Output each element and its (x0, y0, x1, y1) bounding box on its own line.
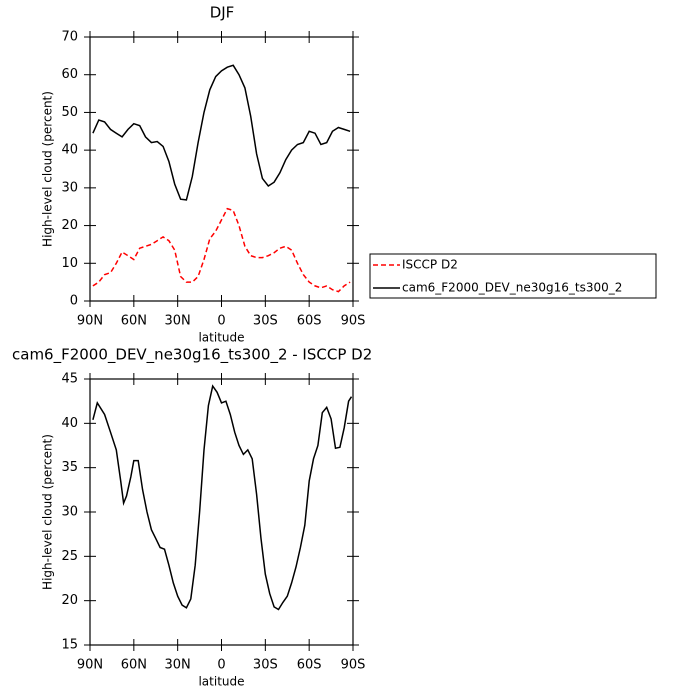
x-tick-label: 60N (121, 314, 147, 329)
y-tick-label: 0 (70, 294, 78, 309)
y-tick-label: 50 (61, 105, 78, 120)
data-line (92, 64, 351, 201)
legend-label: ISCCP D2 (402, 258, 458, 272)
legend-label: cam6_F2000_DEV_ne30g16_ts300_2 (402, 281, 622, 295)
x-tick-label: 60S (297, 314, 322, 329)
y-tick-label: 70 (61, 30, 78, 45)
x-tick-label: 90S (341, 658, 366, 673)
y-tick-label: 20 (61, 593, 78, 608)
x-tick-label: 90N (77, 658, 103, 673)
x-tick-label: 0 (217, 658, 225, 673)
x-axis-label: latitude (198, 675, 244, 689)
y-axis-label: High-level cloud (percent) (41, 91, 55, 247)
x-tick-label: 90S (341, 314, 366, 329)
y-tick-label: 30 (61, 505, 78, 520)
chart-title: DJF (210, 4, 235, 22)
x-tick-label: 30S (253, 314, 278, 329)
y-tick-label: 25 (61, 549, 78, 564)
plot-frame (89, 378, 354, 646)
y-tick-label: 15 (61, 638, 78, 653)
x-tick-label: 60N (121, 658, 147, 673)
x-tick-label: 0 (217, 314, 225, 329)
x-tick-label: 30N (165, 658, 191, 673)
y-tick-label: 40 (61, 416, 78, 431)
y-axis-label: High-level cloud (percent) (41, 434, 55, 590)
y-tick-label: 60 (61, 67, 78, 82)
x-tick-label: 30S (253, 658, 278, 673)
chart-title: cam6_F2000_DEV_ne30g16_ts300_2 - ISCCP D… (12, 346, 372, 365)
y-tick-label: 45 (61, 372, 78, 387)
y-tick-label: 35 (61, 460, 78, 475)
data-line (92, 384, 353, 611)
y-tick-label: 10 (61, 256, 78, 271)
y-tick-label: 40 (61, 143, 78, 158)
data-line (92, 207, 351, 293)
x-tick-label: 90N (77, 314, 103, 329)
x-tick-label: 30N (165, 314, 191, 329)
x-axis-label: latitude (198, 331, 244, 345)
y-tick-label: 30 (61, 180, 78, 195)
legend-box (369, 253, 657, 299)
plot-frame (89, 36, 354, 302)
y-tick-label: 20 (61, 218, 78, 233)
x-tick-label: 60S (297, 658, 322, 673)
